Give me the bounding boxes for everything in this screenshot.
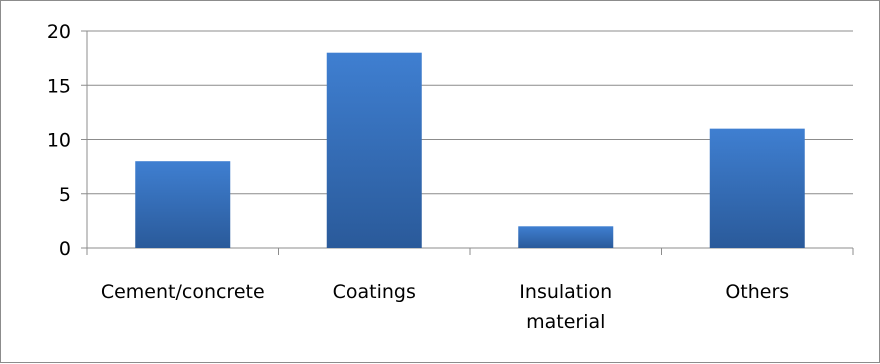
bar-2 bbox=[518, 226, 614, 248]
bar-1 bbox=[326, 52, 422, 249]
y-tick-label-15: 15 bbox=[47, 75, 71, 97]
y-tick-label-20: 20 bbox=[47, 21, 71, 43]
x-category-label-2: Insulation material bbox=[519, 281, 612, 333]
x-category-label-3: Others bbox=[725, 281, 789, 303]
bar-layer bbox=[135, 52, 805, 249]
bar-3 bbox=[709, 128, 805, 248]
axis-layer bbox=[81, 30, 854, 255]
x-category-label-1: Coatings bbox=[333, 281, 416, 303]
y-tick-label-0: 0 bbox=[59, 238, 71, 260]
x-category-label-0: Cement/concrete bbox=[101, 281, 265, 303]
y-tick-label-10: 10 bbox=[47, 130, 71, 152]
label-layer: 0 5 10 15 20 Cement/concrete Coatings Insulatio… bbox=[47, 21, 789, 333]
bar-0 bbox=[135, 161, 231, 248]
y-tick-label-5: 5 bbox=[59, 184, 71, 206]
